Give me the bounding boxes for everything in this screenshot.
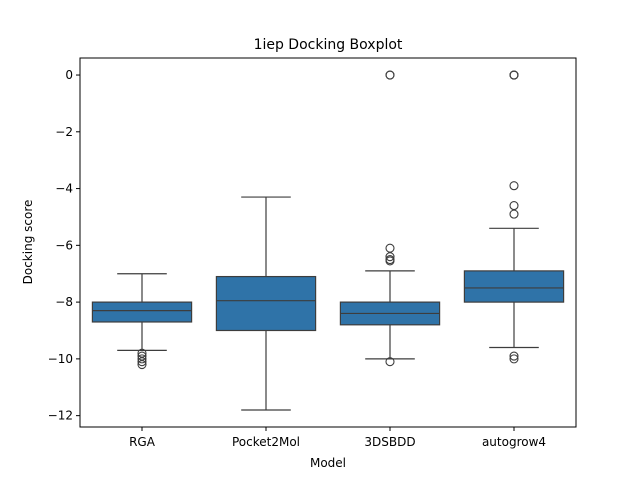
y-tick-label: −2 (55, 125, 73, 139)
y-tick-label: −4 (55, 182, 73, 196)
outlier-point (385, 256, 395, 266)
outlier-point (385, 243, 395, 253)
box-RGA (91, 301, 193, 323)
x-tick-label: Pocket2Mol (232, 435, 300, 449)
y-tick-label: −10 (48, 352, 73, 366)
outlier-point (385, 357, 395, 367)
outlier-point (509, 181, 519, 191)
x-axis-label: Model (310, 456, 346, 470)
outlier-point (137, 357, 147, 367)
outlier-point (509, 351, 519, 361)
y-axis-label: Docking score (21, 200, 35, 285)
x-tick-label: RGA (129, 435, 156, 449)
outlier-point (137, 360, 147, 370)
box-autogrow4 (463, 270, 565, 303)
outlier-point (509, 201, 519, 211)
outlier-point (385, 70, 395, 80)
plot-area: 0 −2 −4 −6 −8 −10 −12 RGA Pocket2Mol 3DSBDD autogr… (48, 68, 565, 449)
box-Pocket2Mol (215, 275, 317, 332)
y-tick-label: 0 (65, 68, 73, 82)
outlier-point (509, 70, 519, 80)
outlier-point (137, 354, 147, 364)
chart-title: 1iep Docking Boxplot (254, 37, 403, 53)
outlier-point (509, 209, 519, 219)
outlier-point (509, 354, 519, 364)
x-tick-label: autogrow4 (482, 435, 546, 449)
y-tick-label: −8 (55, 295, 73, 309)
plot-frame (79, 57, 577, 428)
x-tick-label: 3DSBDD (364, 435, 415, 449)
y-tick-label: −6 (55, 238, 73, 252)
outlier-point (385, 252, 395, 262)
y-tick-label: −12 (48, 409, 73, 423)
